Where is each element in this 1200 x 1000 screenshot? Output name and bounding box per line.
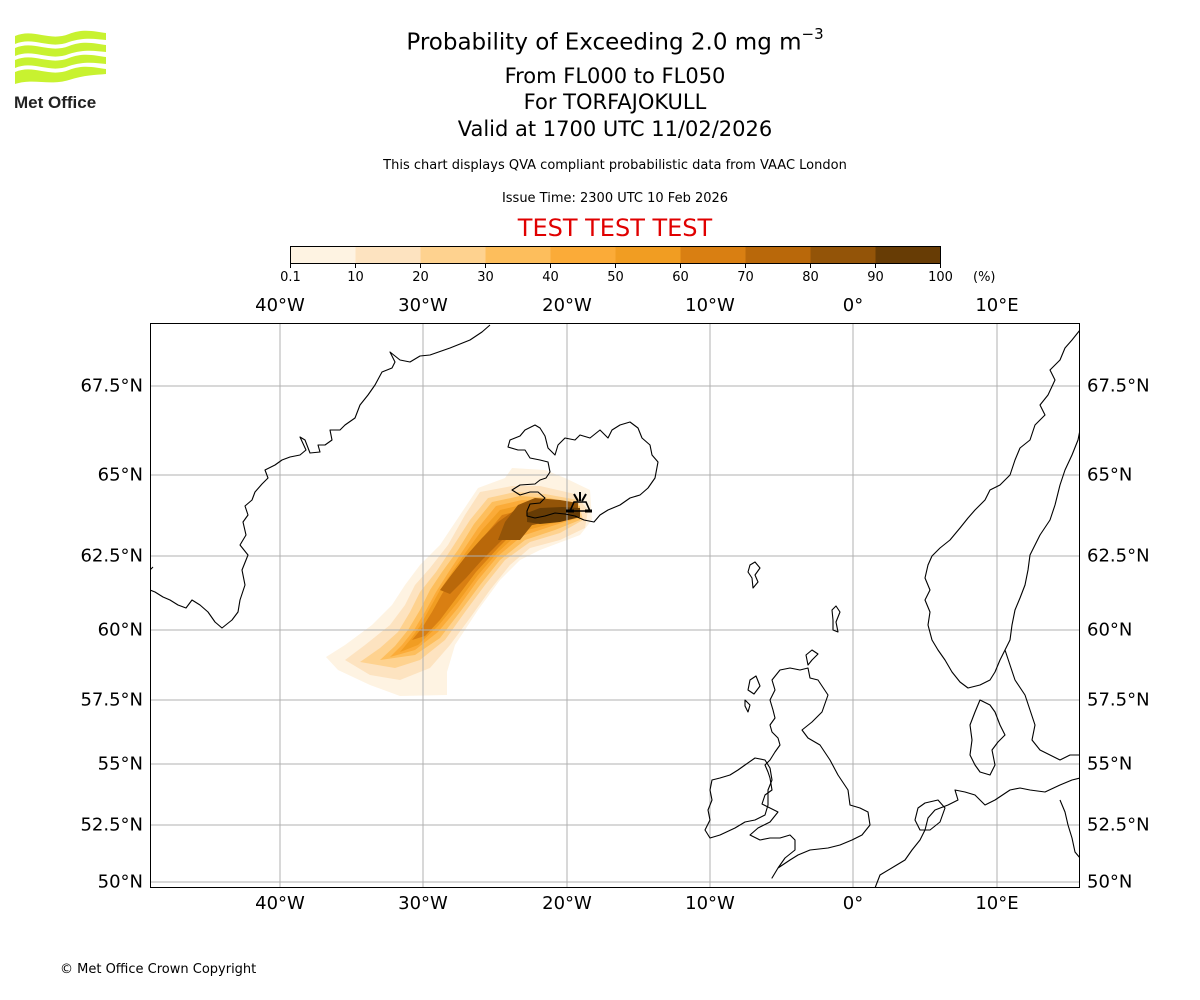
colorbar-tick-label: 0.1 (280, 270, 301, 285)
title-exponent: −3 (801, 25, 824, 43)
colorbar-tick-label: 80 (802, 270, 819, 285)
colorbar (290, 246, 941, 268)
coastline-norway (924, 329, 1080, 689)
lat-label-left: 55°N (97, 753, 143, 775)
coastline-iceland (507, 421, 659, 523)
lat-label-left: 57.5°N (80, 689, 143, 711)
coastline-germany-border (1059, 799, 1080, 859)
chart-description: This chart displays QVA compliant probab… (383, 158, 847, 173)
colorbar-cell-4 (550, 246, 616, 264)
colorbar-cell-2 (420, 246, 486, 264)
coastline-continent (874, 777, 1080, 888)
map-frame (150, 323, 1080, 888)
colorbar-tick-label: 70 (737, 270, 754, 285)
lat-label-right: 55°N (1087, 753, 1133, 775)
colorbar-cell-7 (745, 246, 811, 264)
colorbar-cell-5 (615, 246, 681, 264)
plume-band-5 (400, 504, 578, 652)
test-banner: TEST TEST TEST (517, 214, 713, 242)
lat-label-right: 57.5°N (1087, 689, 1150, 711)
flight-level-range: From FL000 to FL050 (504, 64, 726, 88)
colorbar-tick-label: 50 (607, 270, 624, 285)
lon-label-top: 0° (842, 295, 864, 316)
coastlines (150, 324, 1080, 888)
coastline-shetland (831, 605, 841, 633)
colorbar-cell-0 (290, 246, 356, 264)
lat-label-left: 62.5°N (80, 545, 143, 567)
lon-label-top: 10°W (685, 295, 735, 316)
lon-label-top: 20°W (542, 295, 592, 316)
colorbar-cell-8 (810, 246, 876, 264)
logo-text: Met Office (14, 93, 96, 112)
colorbar-cell-3 (485, 246, 551, 264)
coastline-britain (749, 667, 871, 879)
lat-label-left: 60°N (97, 619, 143, 641)
lat-label-right: 67.5°N (1087, 375, 1150, 397)
met-office-logo: Met Office (14, 30, 109, 116)
lon-label-bottom: 0° (842, 893, 864, 914)
coastline-greenland (150, 324, 491, 629)
copyright: © Met Office Crown Copyright (60, 962, 257, 977)
graticule (150, 323, 1080, 888)
lat-label-left: 52.5°N (80, 814, 143, 836)
met-office-waves-icon: Met Office (14, 30, 106, 112)
colorbar-tick-label: 40 (542, 270, 559, 285)
lon-label-bottom: 10°E (975, 893, 1019, 914)
lat-label-right: 65°N (1087, 464, 1133, 486)
ash-plume (326, 468, 592, 696)
volcano-icon (566, 492, 592, 513)
coastline-ireland (704, 757, 773, 839)
volcano-name: For TORFAJOKULL (523, 90, 707, 114)
colorbar-tick-label: 30 (477, 270, 494, 285)
lon-label-bottom: 20°W (542, 893, 592, 914)
lon-label-bottom: 10°W (685, 893, 735, 914)
colorbar-tick-label: 100 (928, 270, 953, 285)
lat-label-right: 50°N (1087, 871, 1133, 893)
colorbar-tick-label: 60 (672, 270, 689, 285)
coastline-hebrides (744, 675, 761, 713)
coastline-netherlands (914, 799, 946, 831)
coastline-faroes (747, 561, 761, 589)
valid-time: Valid at 1700 UTC 11/02/2026 (457, 117, 773, 141)
lat-label-left: 67.5°N (80, 375, 143, 397)
colorbar-unit: (%) (973, 270, 996, 285)
colorbar-tick-label: 20 (412, 270, 429, 285)
colorbar-cell-6 (680, 246, 746, 264)
lat-label-left: 65°N (97, 464, 143, 486)
title-main: Probability of Exceeding 2.0 mg m (406, 29, 802, 56)
lat-label-right: 52.5°N (1087, 814, 1150, 836)
coastline-denmark (969, 699, 1006, 776)
lon-label-top: 30°W (398, 295, 448, 316)
lon-label-top: 10°E (975, 295, 1019, 316)
issue-time: Issue Time: 2300 UTC 10 Feb 2026 (501, 191, 729, 206)
lon-label-top: 40°W (255, 295, 305, 316)
colorbar-cell-1 (355, 246, 421, 264)
colorbar-tick-label: 90 (867, 270, 884, 285)
lat-label-left: 50°N (97, 871, 143, 893)
colorbar-cell-9 (875, 246, 941, 264)
lon-label-bottom: 40°W (255, 893, 305, 914)
coastline-sweden (1004, 649, 1080, 761)
coastline-orkney (805, 649, 819, 666)
lon-label-bottom: 30°W (398, 893, 448, 914)
chart-title: Probability of Exceeding 2.0 mg m−3 (0, 25, 1200, 56)
colorbar-tick-label: 10 (347, 270, 364, 285)
lat-label-right: 62.5°N (1087, 545, 1150, 567)
lat-label-right: 60°N (1087, 619, 1133, 641)
